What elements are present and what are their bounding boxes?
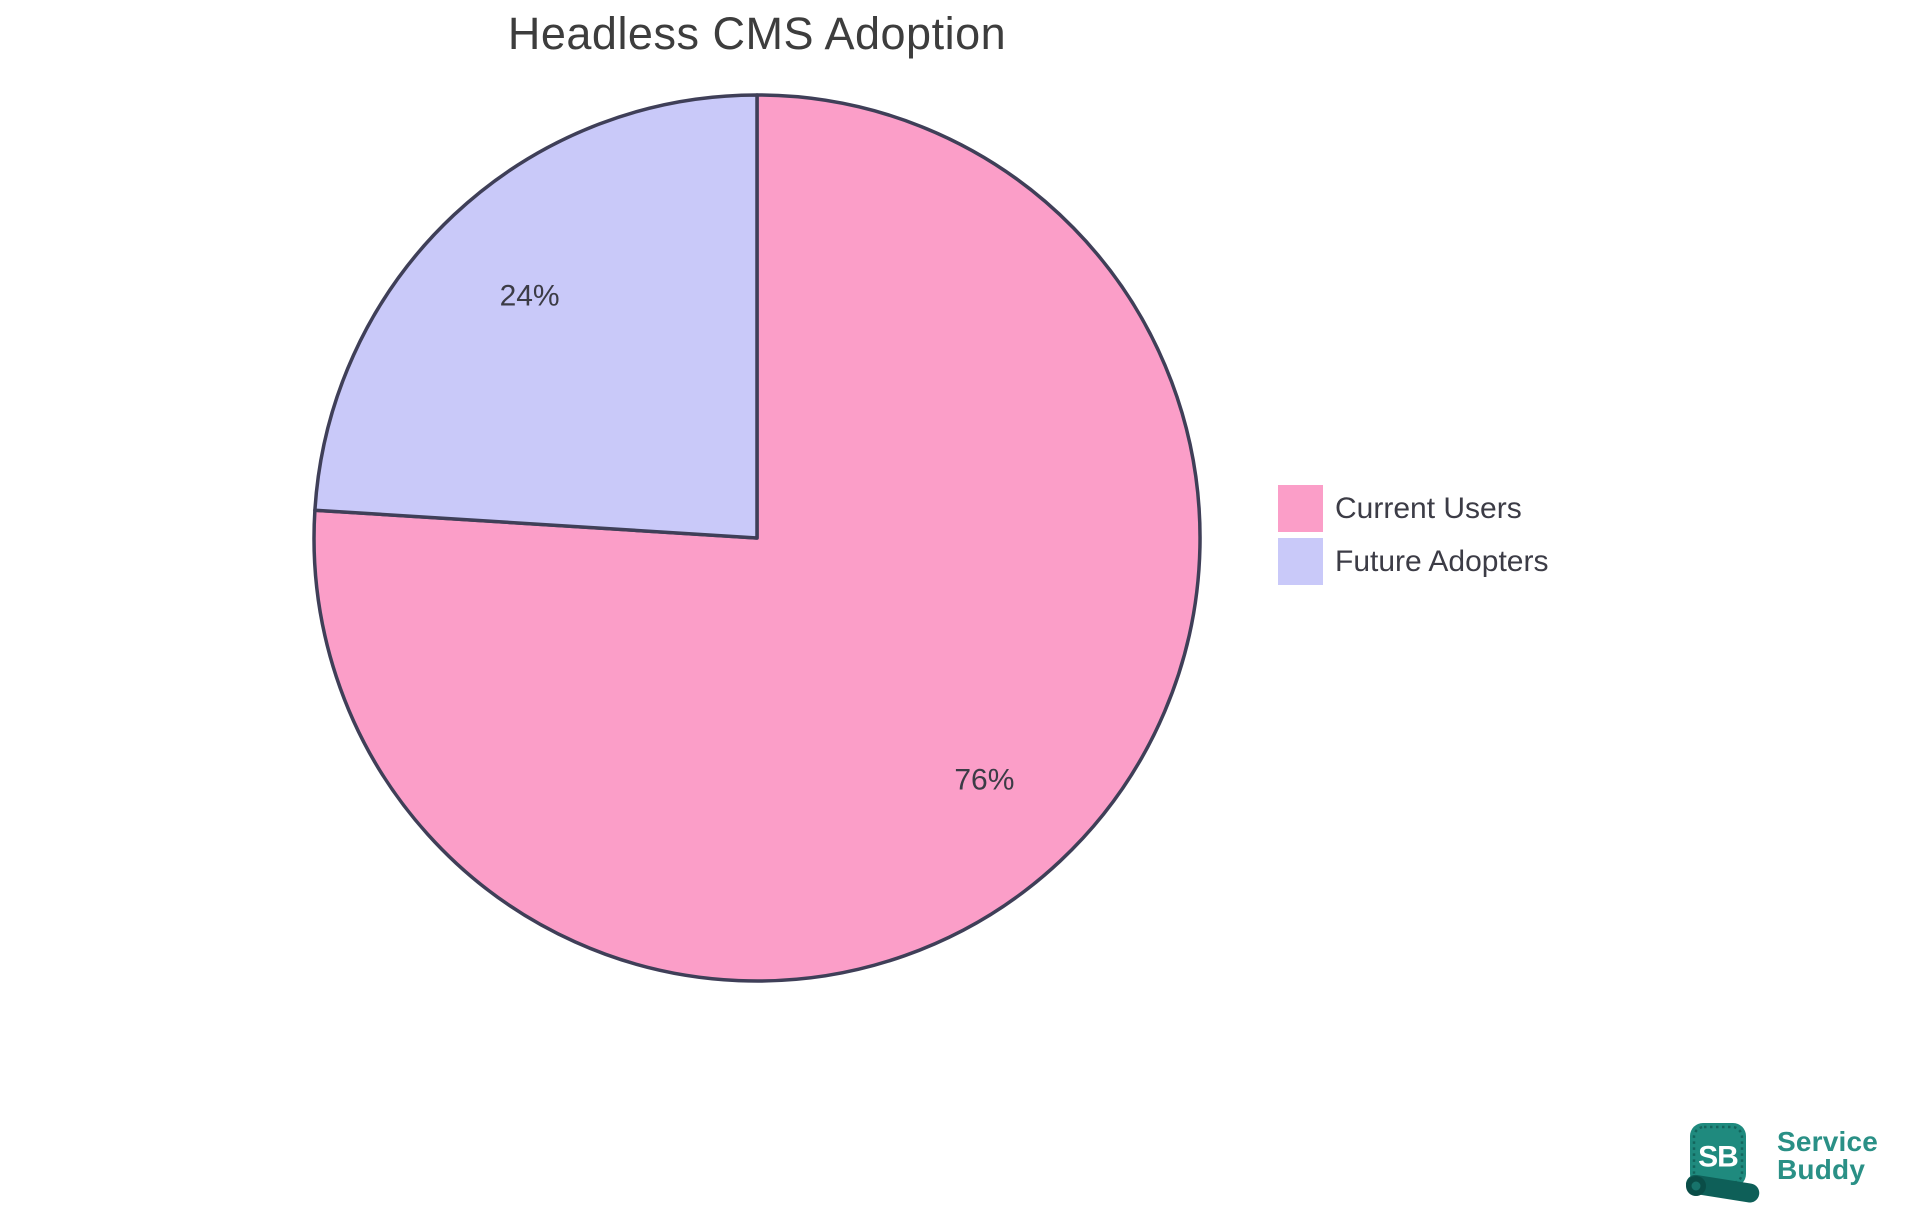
legend-item-future-adopters[interactable]: Future Adopters: [1278, 538, 1548, 585]
pie-slice-value-label: 76%: [954, 764, 1014, 797]
service-buddy-wordmark: Service Buddy: [1777, 1128, 1878, 1184]
brand-name-line2: Buddy: [1777, 1154, 1866, 1185]
badge-text: SB: [1698, 1141, 1738, 1174]
legend-item-current-users[interactable]: Current Users: [1278, 485, 1548, 532]
brand-name-line1: Service: [1777, 1126, 1879, 1157]
chart-title: Headless CMS Adoption: [507, 8, 1007, 59]
legend-label: Future Adopters: [1335, 544, 1549, 578]
legend-swatch-current-users: [1278, 485, 1323, 532]
legend-swatch-future-adopters: [1278, 538, 1323, 585]
pie-slice-future-adopters[interactable]: [313, 93, 759, 540]
service-buddy-badge-icon: SB: [1686, 1123, 1760, 1203]
service-buddy-logo: SB Service Buddy: [1686, 1118, 1878, 1213]
legend-label: Current Users: [1335, 491, 1522, 525]
legend: Current Users Future Adopters: [1278, 485, 1548, 585]
pie-slice-value-label: 24%: [500, 279, 560, 312]
